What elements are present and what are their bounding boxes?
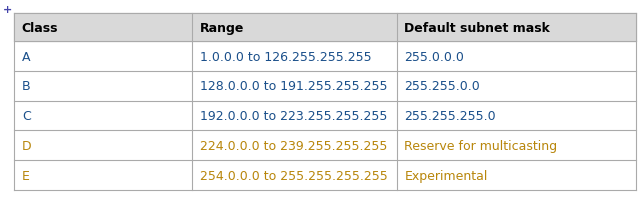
Text: +: + xyxy=(3,5,12,15)
Text: A: A xyxy=(22,50,30,63)
Text: 1.0.0.0 to 126.255.255.255: 1.0.0.0 to 126.255.255.255 xyxy=(200,50,371,63)
Text: Reserve for multicasting: Reserve for multicasting xyxy=(404,139,557,152)
Text: E: E xyxy=(22,169,29,182)
Text: 128.0.0.0 to 191.255.255.255: 128.0.0.0 to 191.255.255.255 xyxy=(200,80,387,93)
Text: Default subnet mask: Default subnet mask xyxy=(404,22,550,34)
Text: 255.255.255.0: 255.255.255.0 xyxy=(404,110,496,122)
Text: Experimental: Experimental xyxy=(404,169,488,182)
Text: Range: Range xyxy=(200,22,244,34)
Text: B: B xyxy=(22,80,30,93)
Text: D: D xyxy=(22,139,31,152)
Text: 255.255.0.0: 255.255.0.0 xyxy=(404,80,480,93)
Text: C: C xyxy=(22,110,31,122)
Text: 255.0.0.0: 255.0.0.0 xyxy=(404,50,465,63)
Text: 192.0.0.0 to 223.255.255.255: 192.0.0.0 to 223.255.255.255 xyxy=(200,110,387,122)
Text: Class: Class xyxy=(22,22,58,34)
Text: 224.0.0.0 to 239.255.255.255: 224.0.0.0 to 239.255.255.255 xyxy=(200,139,387,152)
Text: 254.0.0.0 to 255.255.255.255: 254.0.0.0 to 255.255.255.255 xyxy=(200,169,387,182)
